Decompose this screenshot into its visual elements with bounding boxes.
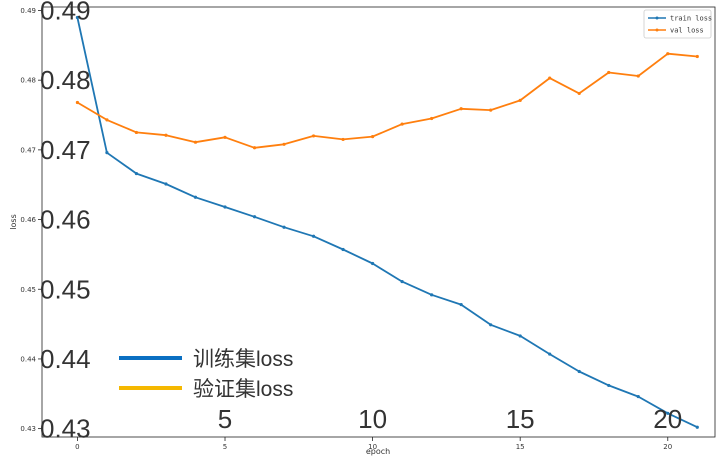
- train-loss-point: [430, 293, 434, 297]
- legend-val-marker: [655, 28, 659, 32]
- overlay-y-tick-label: 0.44: [40, 344, 91, 374]
- val-loss-point: [105, 118, 109, 122]
- train-loss-point: [459, 302, 463, 307]
- legend-train-marker: [655, 16, 659, 20]
- train-loss-point: [252, 215, 257, 219]
- x-tick-label: 0: [75, 443, 79, 451]
- val-loss-point: [548, 76, 552, 80]
- train-loss-point: [548, 352, 552, 356]
- train-loss-point: [75, 15, 80, 20]
- legend: train loss val loss: [643, 9, 712, 39]
- series-layer: [75, 15, 699, 429]
- y-tick-label: 0.43: [20, 425, 36, 433]
- overlay-legend-val-label: 验证集loss: [193, 378, 293, 401]
- train-loss-point: [164, 182, 168, 186]
- overlay-x-tick-labels: 5 10 15 20: [218, 404, 682, 434]
- y-tick-label: 0.49: [20, 7, 36, 15]
- y-axis-ticks: 0.43 0.44 0.45 0.46 0.47 0.48 0.49: [20, 7, 42, 433]
- train-loss-point: [370, 261, 375, 266]
- overlay-y-tick-label: 0.49: [40, 0, 91, 25]
- train-loss-point: [666, 411, 670, 415]
- val-loss-point: [164, 133, 168, 137]
- val-loss-point: [459, 107, 463, 111]
- val-loss-line: [76, 52, 698, 149]
- val-loss-point: [666, 52, 670, 56]
- val-loss-point: [695, 54, 699, 59]
- x-tick-label: 10: [368, 443, 377, 451]
- val-loss-point: [489, 108, 493, 112]
- train-loss-point: [193, 195, 198, 199]
- val-loss-point: [636, 74, 640, 78]
- train-loss-point: [311, 234, 316, 238]
- y-tick-label: 0.44: [20, 355, 36, 363]
- y-tick-label: 0.46: [20, 216, 36, 224]
- x-axis-title: epoch: [366, 447, 390, 456]
- val-loss-point: [370, 135, 375, 139]
- train-loss-point: [607, 383, 611, 388]
- y-tick-label: 0.48: [20, 77, 36, 85]
- val-loss-point: [134, 130, 139, 135]
- overlay-y-tick-label: 0.43: [40, 414, 91, 444]
- legend-val-label: val loss: [670, 27, 704, 35]
- overlay-legend: 训练集loss 验证集loss: [119, 348, 293, 401]
- overlay-x-tick-label: 15: [506, 404, 535, 434]
- legend-box: [643, 9, 712, 39]
- train-loss-point: [105, 151, 109, 155]
- y-axis-title: loss: [9, 214, 18, 229]
- train-loss-point: [223, 205, 227, 209]
- x-tick-label: 15: [516, 443, 525, 451]
- train-loss-point: [577, 369, 581, 374]
- overlay-y-tick-label: 0.48: [40, 65, 91, 95]
- y-tick-label: 0.47: [20, 146, 36, 154]
- x-axis-ticks: 0 5 10 15 20: [75, 437, 672, 451]
- train-loss-point: [518, 334, 522, 338]
- overlay-y-tick-label: 0.45: [40, 274, 91, 304]
- val-loss-point: [430, 116, 434, 121]
- overlay-y-tick-labels: 0.43 0.44 0.45 0.46 0.47 0.48 0.49: [40, 0, 91, 444]
- train-loss-point: [636, 394, 640, 399]
- val-loss-point: [75, 100, 80, 105]
- val-loss-point: [518, 98, 522, 102]
- val-loss-point: [223, 135, 227, 139]
- overlay-legend-train-label: 训练集loss: [193, 348, 293, 371]
- x-tick-label: 5: [223, 443, 227, 451]
- val-loss-point: [252, 146, 257, 150]
- val-loss-point: [577, 91, 581, 96]
- val-loss-point: [341, 137, 345, 142]
- overlay-x-tick-label: 20: [653, 404, 682, 434]
- val-loss-point: [400, 122, 404, 126]
- train-loss-point: [695, 425, 699, 429]
- train-loss-point: [282, 225, 286, 229]
- plot-frame: [41, 6, 716, 438]
- train-loss-line: [76, 17, 698, 429]
- train-loss-point: [489, 323, 493, 327]
- legend-train-label: train loss: [670, 15, 712, 23]
- y-tick-label: 0.45: [20, 286, 36, 294]
- val-loss-point: [282, 142, 286, 146]
- train-loss-point: [134, 171, 139, 176]
- overlay-x-tick-label: 10: [358, 404, 387, 434]
- train-loss-point: [341, 247, 345, 252]
- train-loss-point: [400, 279, 404, 284]
- overlay-y-tick-label: 0.46: [40, 205, 91, 235]
- overlay-x-tick-label: 5: [218, 404, 232, 434]
- val-loss-point: [311, 134, 316, 138]
- val-loss-point: [607, 70, 611, 75]
- val-loss-point: [193, 140, 198, 144]
- overlay-y-tick-label: 0.47: [40, 135, 91, 165]
- x-tick-label: 20: [663, 443, 672, 451]
